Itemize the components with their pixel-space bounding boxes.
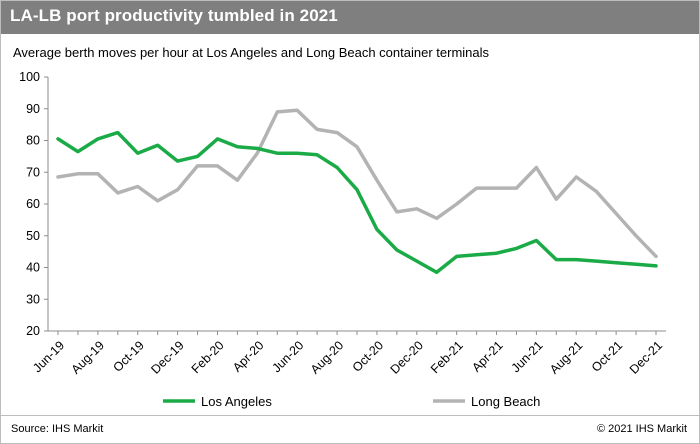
y-tick-label: 60 bbox=[26, 197, 40, 211]
y-tick-label: 30 bbox=[26, 292, 40, 306]
x-tick-label: Dec-21 bbox=[627, 338, 665, 376]
footer-divider bbox=[1, 415, 699, 416]
y-tick-label: 100 bbox=[19, 70, 40, 84]
y-tick-label: 40 bbox=[26, 261, 40, 275]
x-tick-label: Jun-20 bbox=[269, 338, 306, 375]
legend-label-long-beach: Long Beach bbox=[471, 394, 540, 409]
x-tick-label: Oct-21 bbox=[589, 338, 625, 374]
x-tick-label: Feb-20 bbox=[189, 338, 227, 376]
x-tick-label: Aug-19 bbox=[69, 338, 107, 376]
source-note: Source: IHS Markit bbox=[11, 423, 104, 435]
y-tick-label: 50 bbox=[26, 229, 40, 243]
series-line-los-angeles bbox=[56, 130, 658, 275]
x-tick-label: Jun-19 bbox=[30, 338, 67, 375]
x-tick-label: Feb-21 bbox=[428, 338, 466, 376]
x-tick-label: Dec-20 bbox=[388, 338, 426, 376]
page-title: LA-LB port productivity tumbled in 2021 bbox=[10, 6, 338, 25]
series-line-long-beach bbox=[56, 108, 658, 259]
chart-subtitle: Average berth moves per hour at Los Ange… bbox=[13, 45, 490, 60]
x-tick-label: Oct-19 bbox=[110, 338, 146, 374]
x-tick-label: Oct-20 bbox=[350, 338, 386, 374]
y-tick-label: 70 bbox=[26, 165, 40, 179]
x-tick-label: Apr-20 bbox=[230, 338, 266, 374]
x-tick-label: Dec-19 bbox=[148, 338, 186, 376]
x-tick-label: Apr-21 bbox=[469, 338, 505, 374]
y-tick-label: 80 bbox=[26, 134, 40, 148]
copyright-note: © 2021 IHS Markit bbox=[596, 423, 687, 435]
legend-label-los-angeles: Los Angeles bbox=[201, 394, 272, 409]
title-bar: LA-LB port productivity tumbled in 2021 bbox=[1, 1, 699, 34]
y-tick-label: 20 bbox=[26, 324, 40, 338]
x-tick-label: Aug-21 bbox=[547, 338, 585, 376]
x-tick-label: Jun-21 bbox=[509, 338, 546, 375]
x-tick-label: Aug-20 bbox=[308, 338, 346, 376]
y-tick-label: 90 bbox=[26, 102, 40, 116]
